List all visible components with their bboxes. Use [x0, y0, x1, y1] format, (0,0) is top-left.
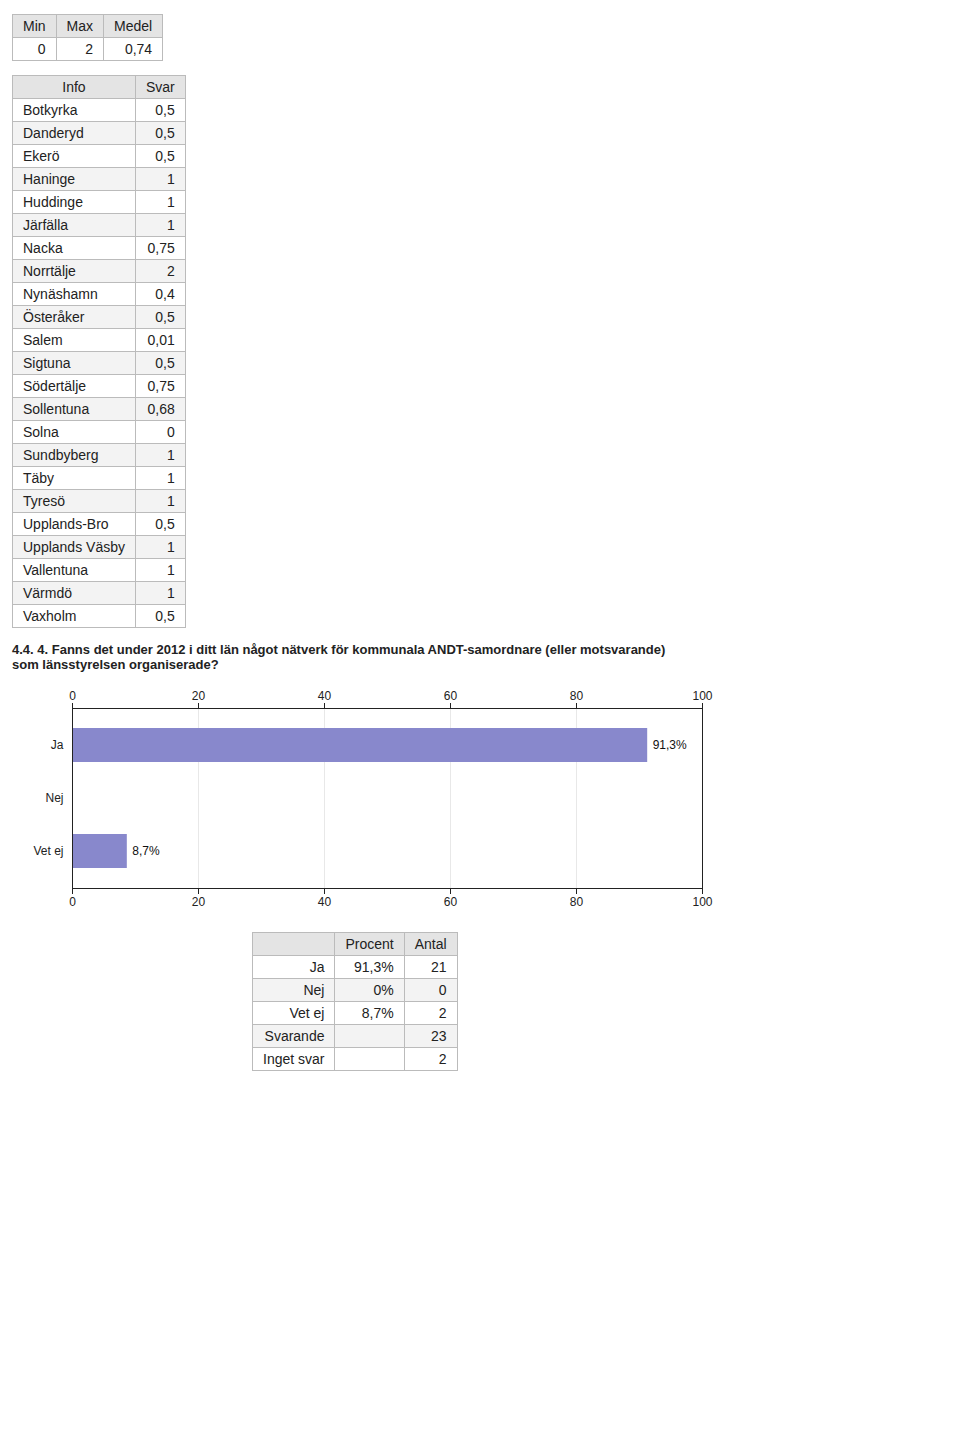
svg-text:100: 100 [692, 689, 712, 703]
html-text:8,7%: 8,7% [361, 1005, 394, 1021]
html-text:0,68: 0,68 [147, 401, 175, 417]
html-text:0,01: 0,01 [147, 332, 175, 348]
html-text:Vallentuna: Vallentuna [23, 562, 89, 578]
html-text:Inget svar: Inget svar [263, 1051, 325, 1067]
html-text:Järfälla: Järfälla [23, 217, 69, 233]
svg-text:8,7%: 8,7% [132, 844, 160, 858]
html-text:1: 1 [167, 171, 175, 187]
svg-text:Ja: Ja [51, 738, 64, 752]
svg-text:40: 40 [318, 895, 332, 909]
html-text:0,5: 0,5 [155, 148, 175, 164]
svg-text:0: 0 [69, 689, 76, 703]
html-text:Sundbyberg: Sundbyberg [23, 447, 99, 463]
html-text:Upplands-Bro: Upplands-Bro [23, 516, 109, 532]
html-text:0,5: 0,5 [155, 355, 175, 371]
html-text:0,5: 0,5 [155, 125, 175, 141]
html-text:0,5: 0,5 [155, 516, 175, 532]
html-text:0: 0 [167, 424, 175, 440]
svg-text:80: 80 [570, 689, 584, 703]
html-text:0,74: 0,74 [124, 41, 153, 57]
html-text:1: 1 [167, 217, 175, 233]
html-text:Min: Min [23, 18, 46, 34]
html-text:Svarande: Svarande [264, 1028, 325, 1044]
html-text:0,75: 0,75 [147, 240, 175, 256]
svg-text:0: 0 [69, 895, 76, 909]
html-text:Värmdö: Värmdö [23, 585, 72, 601]
html-text:Sigtuna: Sigtuna [23, 355, 71, 371]
html-text:Svar: Svar [146, 79, 175, 95]
html-text:91,3%: 91,3% [354, 959, 394, 975]
html-text:Info: Info [62, 79, 86, 95]
html-text:1: 1 [167, 447, 175, 463]
svg-text:100: 100 [692, 895, 712, 909]
html-text:0,5: 0,5 [155, 608, 175, 624]
html-text:0,75: 0,75 [147, 378, 175, 394]
html-text:Haninge: Haninge [23, 171, 76, 187]
svg-text:60: 60 [444, 895, 458, 909]
html-text:Tyresö: Tyresö [23, 493, 65, 509]
html-text:0,5: 0,5 [155, 309, 175, 325]
html-text:Nacka: Nacka [23, 240, 63, 256]
html-text:2: 2 [438, 1005, 447, 1021]
html-text:som länsstyrelsen organiserade: som länsstyrelsen organiserade? [12, 657, 219, 672]
html-text:Max: Max [66, 18, 93, 34]
html-text:1: 1 [167, 585, 175, 601]
html-text:23: 23 [431, 1028, 447, 1044]
html-text:Sollentuna: Sollentuna [23, 401, 90, 417]
html-text:0,4: 0,4 [155, 286, 175, 302]
html-text:Vaxholm: Vaxholm [23, 608, 77, 624]
html-text:0: 0 [37, 41, 46, 57]
html-text:1: 1 [167, 493, 175, 509]
html-text:2: 2 [85, 41, 93, 57]
svg-text:60: 60 [444, 689, 458, 703]
svg-text:40: 40 [318, 689, 332, 703]
html-text:4.4. 4. Fanns det under 2012 i: 4.4. 4. Fanns det under 2012 i ditt län … [12, 642, 666, 657]
html-text:Nej: Nej [303, 982, 325, 998]
html-text:Södertälje: Södertälje [23, 378, 86, 394]
html-text:1: 1 [167, 539, 175, 555]
html-text:0%: 0% [373, 982, 394, 998]
html-text:1: 1 [167, 194, 175, 210]
html-text:Nynäshamn: Nynäshamn [23, 286, 98, 302]
svg-text:80: 80 [570, 895, 584, 909]
html-text:Danderyd: Danderyd [23, 125, 84, 141]
html-text:Solna: Solna [23, 424, 59, 440]
html-text:Ja: Ja [309, 959, 325, 975]
html-text:1: 1 [167, 470, 175, 486]
html-text:Upplands Väsby: Upplands Väsby [23, 539, 125, 555]
html-text:0,5: 0,5 [155, 102, 175, 118]
svg-text:Vet ej: Vet ej [33, 844, 63, 858]
html-text:Botkyrka: Botkyrka [23, 102, 78, 118]
html-text:2: 2 [167, 263, 175, 279]
svg-text:91,3%: 91,3% [653, 738, 687, 752]
html-text:Salem: Salem [23, 332, 63, 348]
html-text:Norrtälje: Norrtälje [23, 263, 76, 279]
svg-text:20: 20 [192, 689, 206, 703]
html-text:Vet ej: Vet ej [289, 1005, 325, 1021]
html-text:Ekerö: Ekerö [23, 148, 60, 164]
html-text:Medel: Medel [114, 18, 153, 34]
html-text:21: 21 [431, 959, 447, 975]
html-text:2: 2 [438, 1051, 447, 1067]
html-text:Österåker: Österåker [23, 309, 85, 325]
html-text:Procent: Procent [345, 936, 394, 952]
html-text:1: 1 [167, 562, 175, 578]
html-text:Huddinge: Huddinge [23, 194, 83, 210]
svg-text:20: 20 [192, 895, 206, 909]
html-text:Antal: Antal [414, 936, 447, 952]
svg-text:Nej: Nej [45, 791, 63, 805]
html-text:0: 0 [438, 982, 447, 998]
html-text:Täby: Täby [23, 470, 55, 486]
